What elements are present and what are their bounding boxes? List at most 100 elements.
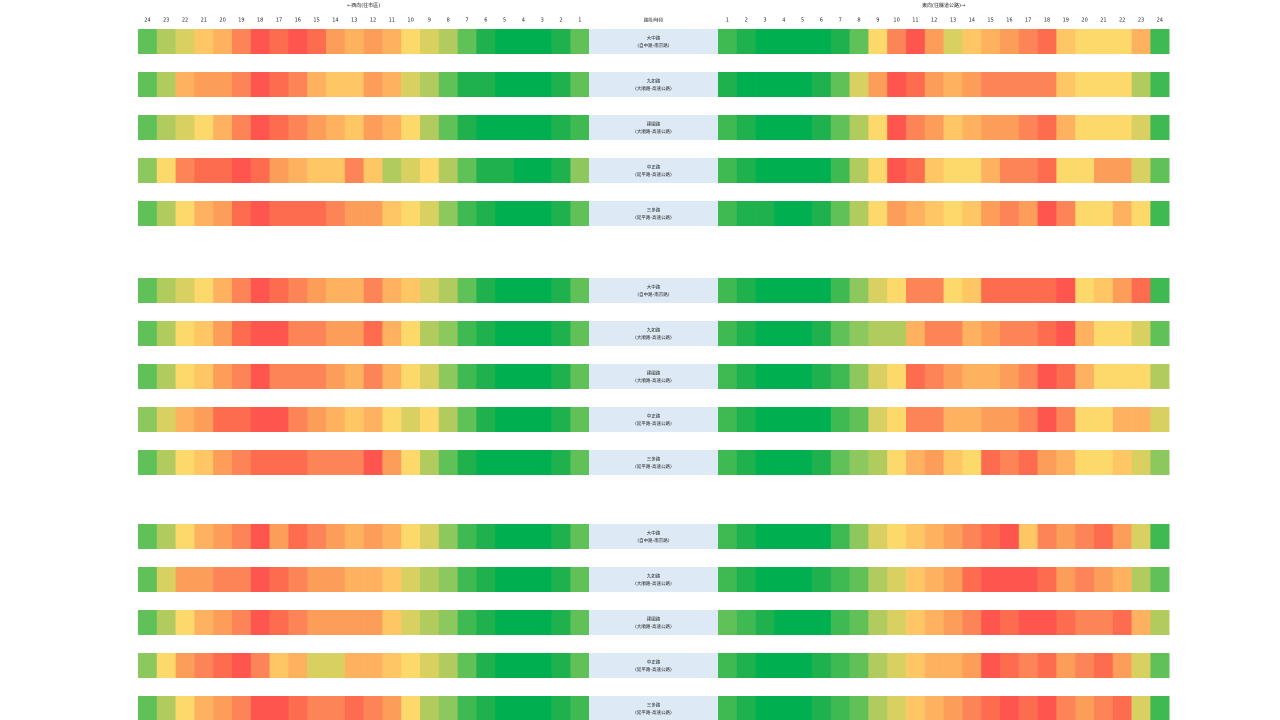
heatmap-cell-west — [156, 29, 176, 54]
heatmap-cell-east — [736, 653, 756, 678]
heatmap-cell-east — [830, 524, 850, 549]
heatmap-cell-west — [532, 696, 552, 720]
heatmap-cell-east — [1075, 158, 1095, 183]
heatmap-cell-west — [514, 653, 534, 678]
heatmap-cell-east — [812, 610, 832, 635]
east-hour-tick-label: 23 — [1138, 18, 1144, 24]
heatmap-cell-west — [514, 610, 534, 635]
segment-name-label: 九如路 — [647, 327, 661, 334]
west-hour-tick-label: 10 — [407, 18, 413, 24]
heatmap-cell-east — [736, 524, 756, 549]
east-hour-tick-label: 22 — [1119, 18, 1125, 24]
heatmap-cell-west — [514, 72, 534, 97]
heatmap-cell-east — [755, 158, 775, 183]
heatmap-cell-east — [1018, 524, 1038, 549]
heatmap-cell-east — [924, 158, 944, 183]
heatmap-cell-east — [1112, 524, 1132, 549]
heatmap-cell-east — [887, 407, 907, 432]
heatmap-cell-west — [288, 321, 308, 346]
heatmap-cell-west — [551, 567, 571, 592]
heatmap-cell-west — [420, 364, 440, 389]
heatmap-cell-west — [401, 524, 421, 549]
heatmap-cell-west — [307, 524, 327, 549]
heatmap-cell-west — [382, 321, 402, 346]
heatmap-cell-east — [868, 201, 888, 226]
east-hour-tick-label: 2 — [745, 18, 748, 24]
segment-range-label: (延平路-高速公路) — [635, 709, 672, 716]
heatmap-cell-west — [138, 696, 158, 720]
heatmap-cell-west — [344, 72, 364, 97]
heatmap-cell-west — [551, 364, 571, 389]
heatmap-cell-east — [1094, 364, 1114, 389]
heatmap-cell-east — [1037, 29, 1057, 54]
heatmap-cell-west — [156, 321, 176, 346]
heatmap-cell-west — [307, 72, 327, 97]
heatmap-cell-west — [213, 29, 233, 54]
west-hour-tick-label: 18 — [257, 18, 263, 24]
heatmap-cell-west — [514, 407, 534, 432]
west-hour-tick-label: 8 — [447, 18, 450, 24]
segment-name-label: 中正路 — [647, 164, 661, 171]
heatmap-cell-east — [718, 653, 738, 678]
heatmap-cell-west — [250, 201, 270, 226]
heatmap-cell-west — [401, 407, 421, 432]
heatmap-cell-west — [307, 115, 327, 140]
heatmap-cell-west — [269, 364, 289, 389]
heatmap-cell-west — [457, 407, 477, 432]
heatmap-cell-west — [194, 364, 214, 389]
heatmap-cell-west — [288, 407, 308, 432]
heatmap-cell-east — [1112, 567, 1132, 592]
heatmap-cell-west — [307, 450, 327, 475]
heatmap-cell-east — [1018, 696, 1038, 720]
heatmap-cell-east — [830, 407, 850, 432]
heatmap-cell-west — [250, 158, 270, 183]
east-hour-tick-label: 3 — [763, 18, 766, 24]
heatmap-cell-west — [420, 696, 440, 720]
heatmap-cell-east — [755, 72, 775, 97]
heatmap-cell-west — [420, 158, 440, 183]
heatmap-cell-west — [457, 115, 477, 140]
heatmap-cell-east — [774, 610, 794, 635]
heatmap-cell-west — [288, 72, 308, 97]
heatmap-cell-east — [718, 364, 738, 389]
heatmap-cell-east — [736, 158, 756, 183]
heatmap-cell-west — [250, 364, 270, 389]
heatmap-cell-west — [344, 610, 364, 635]
heatmap-cell-west — [457, 450, 477, 475]
heatmap-cell-west — [194, 158, 214, 183]
heatmap-cell-east — [1037, 278, 1057, 303]
east-hour-tick-label: 21 — [1100, 18, 1106, 24]
heatmap-cell-east — [774, 278, 794, 303]
heatmap-cell-west — [138, 201, 158, 226]
heatmap-cell-east — [1075, 321, 1095, 346]
segment-label-box — [589, 610, 718, 635]
heatmap-cell-east — [906, 407, 926, 432]
heatmap-cell-east — [793, 158, 813, 183]
heatmap-cell-east — [774, 321, 794, 346]
heatmap-cell-east — [1131, 115, 1151, 140]
heatmap-cell-east — [849, 115, 869, 140]
heatmap-cell-east — [868, 321, 888, 346]
heatmap-cell-west — [194, 115, 214, 140]
heatmap-cell-west — [250, 29, 270, 54]
heatmap-cell-west — [175, 29, 195, 54]
heatmap-cell-east — [849, 524, 869, 549]
heatmap-cell-west — [401, 364, 421, 389]
heatmap-cell-west — [382, 201, 402, 226]
heatmap-cell-east — [793, 364, 813, 389]
heatmap-cell-east — [943, 278, 963, 303]
heatmap-cell-west — [476, 653, 496, 678]
heatmap-cell-west — [194, 696, 214, 720]
heatmap-cell-west — [250, 610, 270, 635]
east-hour-tick-label: 18 — [1044, 18, 1050, 24]
heatmap-cell-west — [532, 72, 552, 97]
heatmap-cell-west — [326, 567, 346, 592]
heatmap-cell-east — [1150, 610, 1170, 635]
heatmap-cell-west — [532, 407, 552, 432]
east-hour-tick-label: 15 — [987, 18, 993, 24]
heatmap-cell-east — [830, 72, 850, 97]
heatmap-cell-west — [138, 610, 158, 635]
heatmap-cell-west — [401, 72, 421, 97]
heatmap-cell-east — [1131, 407, 1151, 432]
heatmap-cell-east — [906, 364, 926, 389]
